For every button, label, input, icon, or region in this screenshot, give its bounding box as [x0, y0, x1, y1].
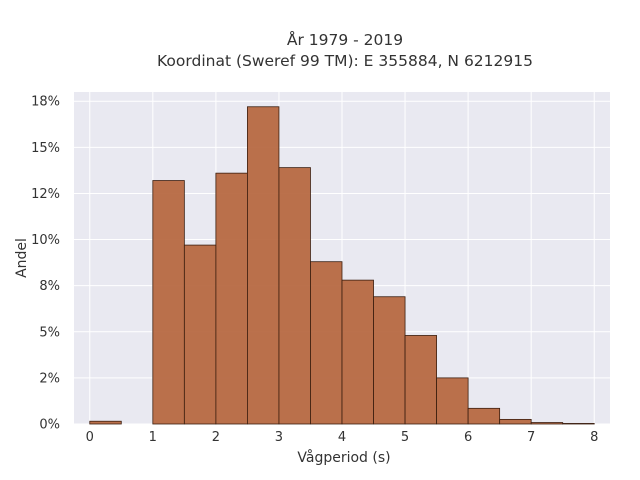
histogram-bar [278, 167, 311, 425]
y-tick-label: 8% [39, 279, 60, 294]
histogram-bar [310, 261, 343, 425]
x-tick-label: 4 [338, 430, 346, 445]
histogram-bar [530, 422, 564, 425]
y-tick-label: 2% [39, 371, 60, 386]
chart-title-line-2: Koordinat (Sweref 99 TM): E 355884, N 62… [157, 52, 533, 70]
x-axis-ticks: 0 1 2 3 4 5 6 7 8 [86, 430, 599, 445]
x-tick-label: 7 [527, 430, 535, 445]
histogram-bar [341, 279, 374, 425]
histogram-bar [373, 296, 406, 425]
histogram-bar [499, 418, 532, 425]
y-axis-ticks: 0% 2% 5% 8% 10% 12% 15% 18% [31, 95, 60, 433]
y-tick-label: 5% [39, 325, 60, 340]
y-tick-label: 10% [31, 233, 60, 248]
x-tick-label: 8 [590, 430, 598, 445]
y-tick-label: 0% [39, 418, 60, 433]
x-tick-label: 2 [212, 430, 220, 445]
histogram-bar [215, 172, 248, 425]
y-axis-label: Andel [14, 238, 30, 278]
histogram-bar [467, 407, 501, 425]
histogram-bar [152, 180, 185, 425]
x-tick-label: 0 [86, 430, 94, 445]
x-tick-label: 5 [401, 430, 409, 445]
histogram-bar [562, 423, 595, 425]
x-tick-label: 1 [149, 430, 157, 445]
histogram-bar [247, 106, 280, 425]
x-tick-label: 6 [464, 430, 472, 445]
histogram-bar [404, 335, 437, 425]
y-tick-label: 15% [31, 141, 60, 156]
x-tick-label: 3 [275, 430, 283, 445]
histogram-bar [183, 244, 217, 425]
y-tick-label: 12% [31, 187, 60, 202]
bars [89, 106, 595, 425]
histogram-bar [436, 377, 469, 425]
chart-title-line-1: År 1979 - 2019 [287, 30, 403, 49]
histogram-bar [89, 420, 122, 425]
y-tick-label: 18% [31, 95, 60, 110]
x-axis-label: Vågperiod (s) [297, 449, 390, 466]
